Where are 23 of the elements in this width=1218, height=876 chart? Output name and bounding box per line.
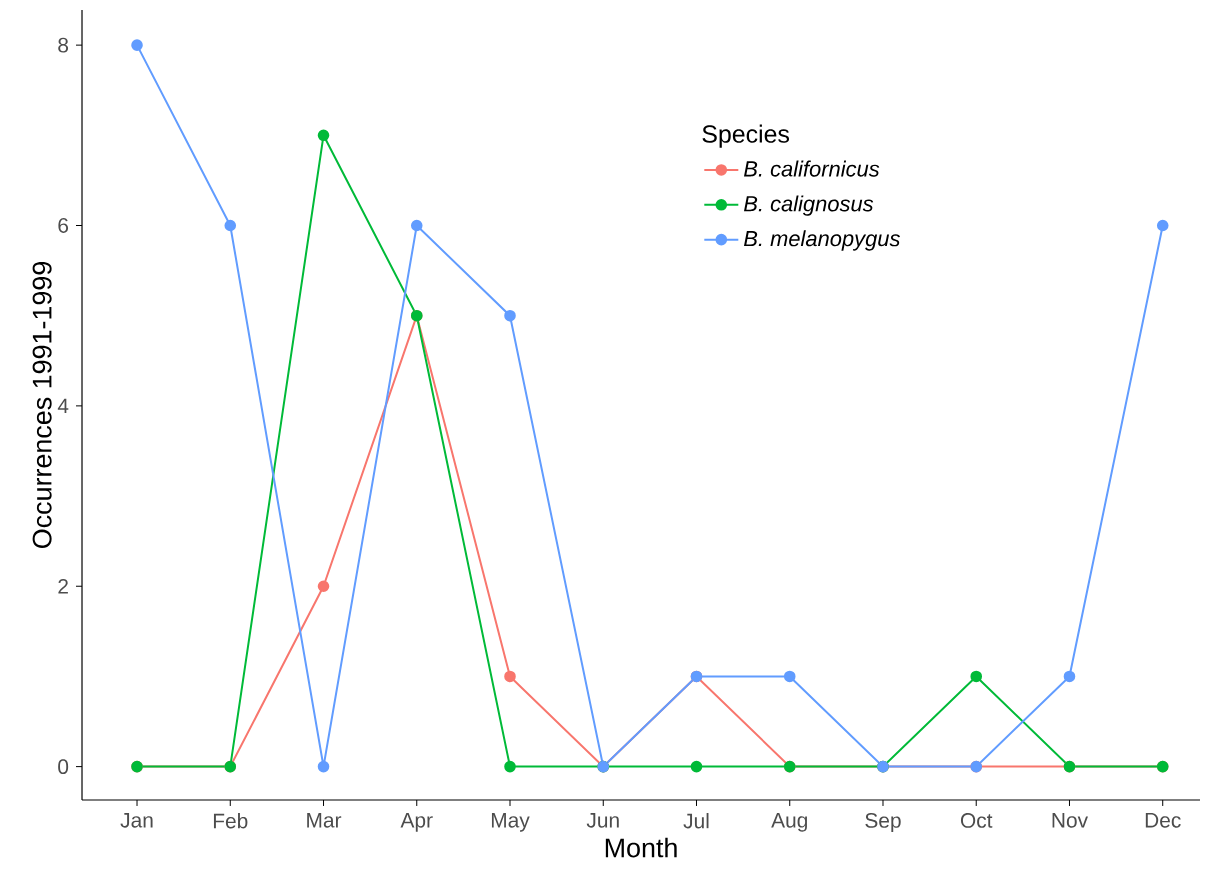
legend-label: B. calignosus <box>743 195 874 216</box>
legend-title: Species <box>702 124 790 148</box>
y-axis-title: Occurrences 1991-1999 <box>32 262 52 548</box>
x-tick-label: Dec <box>1145 813 1181 828</box>
y-tick-label: 2 <box>58 578 68 594</box>
x-tick-label: Feb <box>213 813 248 829</box>
legend-label: B. melanopygus <box>743 230 900 251</box>
x-tick-label: Oct <box>960 813 993 828</box>
y-tick-label: 0 <box>58 759 69 775</box>
x-tick-label: May <box>491 813 530 832</box>
legend-label: B. californicus <box>743 160 880 177</box>
x-tick-label: Jul <box>683 813 709 829</box>
x-tick-label: Sep <box>865 813 901 832</box>
x-tick-label: Mar <box>307 813 342 828</box>
x-axis-title: Month <box>605 837 677 858</box>
x-tick-label: Jan <box>120 813 153 828</box>
x-tick-label: Apr <box>400 813 433 832</box>
y-tick-label: 6 <box>58 218 69 233</box>
y-tick-label: 4 <box>57 398 69 414</box>
x-tick-label: Aug <box>771 813 807 832</box>
x-tick-label: Nov <box>1052 813 1088 828</box>
x-tick-label: Jun <box>586 813 619 828</box>
y-tick-label: 8 <box>58 37 69 53</box>
